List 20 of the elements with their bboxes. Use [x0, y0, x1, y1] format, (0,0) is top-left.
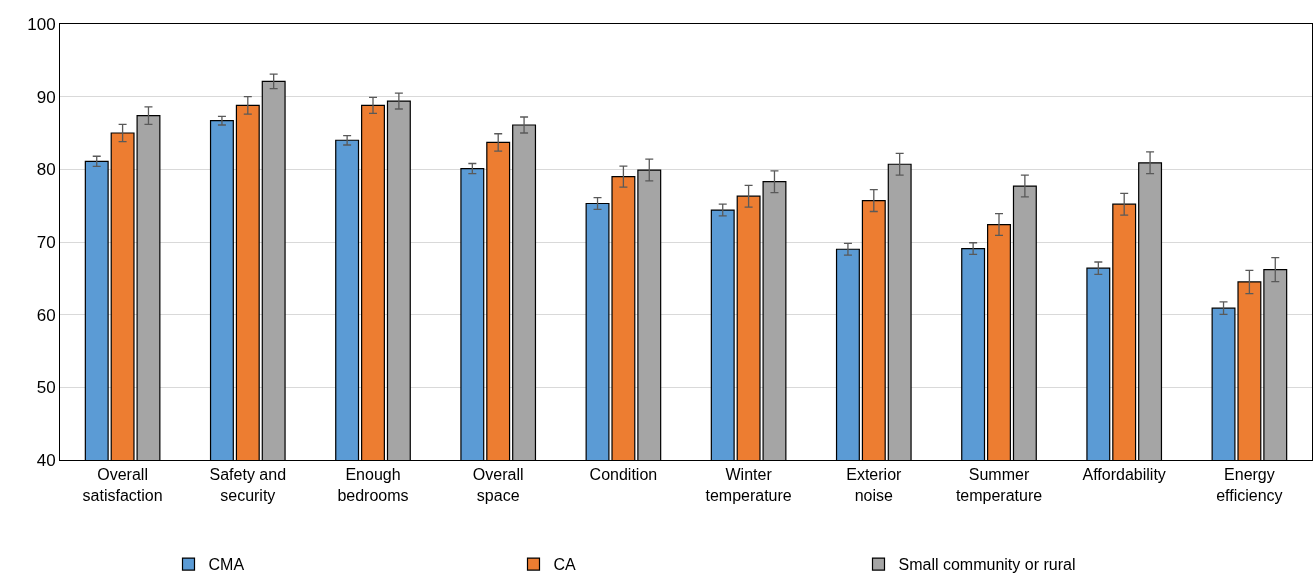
y-tick-label: 70	[36, 232, 56, 252]
y-tick-label: 80	[36, 160, 56, 180]
x-tick-label: Exterior noise	[846, 466, 903, 504]
x-tick-label: Safety and security	[209, 466, 287, 504]
y-tick-label: 90	[36, 87, 56, 107]
x-tick-label: Winter temperature	[705, 466, 792, 504]
x-tick-label: Overall space	[472, 466, 524, 504]
x-tick-label: Enough bedrooms	[337, 466, 409, 504]
y-tick-label: 50	[36, 378, 56, 398]
x-tick-label: Summer temperature	[955, 466, 1043, 504]
x-tick-label: Affordability	[1082, 466, 1166, 484]
legend-label: CMA	[208, 556, 245, 574]
x-tick-label: Condition	[589, 466, 658, 484]
x-tick-label: Overall satisfaction	[82, 466, 163, 504]
legend-label: Small community or rural	[898, 556, 1076, 574]
legend-label: CA	[553, 556, 577, 574]
y-tick-label: 40	[36, 450, 56, 470]
y-tick-label: 60	[36, 305, 56, 325]
y-tick-label: 100	[27, 14, 56, 34]
x-tick-label: Energy efficiency	[1216, 466, 1283, 504]
